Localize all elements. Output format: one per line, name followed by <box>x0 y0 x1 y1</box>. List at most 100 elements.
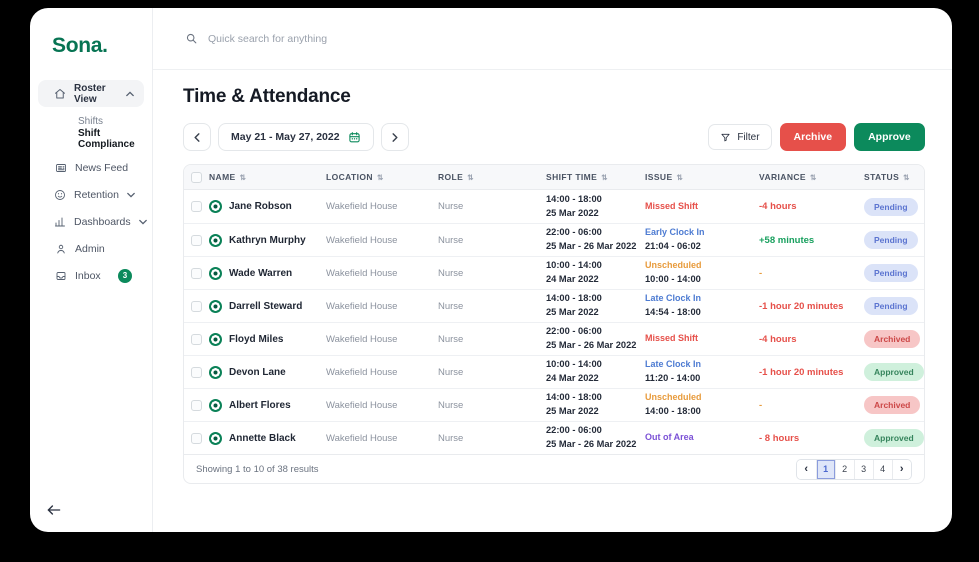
pagination-page[interactable]: 1 <box>815 459 835 479</box>
shift-time-cell: 22:00 - 06:00 25 Mar - 26 Mar 2022 <box>546 227 637 251</box>
employee-name: Wade Warren <box>229 267 293 279</box>
collapse-sidebar-button[interactable] <box>46 504 64 516</box>
funnel-icon <box>720 132 731 143</box>
row-checkbox[interactable] <box>191 333 202 345</box>
issue-cell: Out of Area <box>645 432 694 443</box>
archive-button[interactable]: Archive <box>779 123 847 151</box>
row-checkbox[interactable] <box>191 234 202 246</box>
row-checkbox[interactable] <box>191 432 202 444</box>
approve-button[interactable]: Approve <box>854 123 925 151</box>
status-badge: Approved <box>864 363 924 381</box>
sidebar: Sona. Roster View Shifts Shift Complianc… <box>30 8 152 532</box>
column-header[interactable]: LOCATION ⇅ <box>326 172 384 182</box>
location-cell: Wakefield House <box>326 300 398 312</box>
employee-name: Jane Robson <box>229 201 292 212</box>
search-input[interactable] <box>208 32 508 45</box>
role-cell: Nurse <box>438 366 464 378</box>
row-checkbox[interactable] <box>191 399 202 411</box>
status-badge: Pending <box>864 231 918 249</box>
sidebar-item-shifts[interactable]: Shifts <box>30 112 152 130</box>
row-checkbox[interactable] <box>191 300 202 312</box>
attendance-table: NAME ⇅ LOCATION ⇅ ROLE ⇅ SHIFT TIME ⇅ ISSUE ⇅ VARI… <box>183 164 925 484</box>
table-row[interactable]: Devon Lane Wakefield House Nurse 10:00 -… <box>184 355 924 388</box>
column-header[interactable]: STATUS ⇅ <box>864 172 910 182</box>
pagination-next[interactable]: › <box>891 459 911 479</box>
table-row[interactable]: Wade Warren Wakefield House Nurse 10:00 … <box>184 256 924 289</box>
pagination-page[interactable]: 4 <box>872 459 892 479</box>
status-badge: Archived <box>864 330 921 348</box>
sort-icon: ⇅ <box>676 172 684 182</box>
search-icon <box>185 32 198 45</box>
shift-time-cell: 22:00 - 06:00 25 Mar - 26 Mar 2022 <box>546 326 637 350</box>
variance-cell: -1 hour 20 minutes <box>759 300 844 312</box>
column-header[interactable]: ISSUE ⇅ <box>645 172 684 182</box>
page-title: Time & Attendance <box>183 86 351 107</box>
pagination-page[interactable]: 2 <box>834 459 854 479</box>
employee-name: Annette Black <box>229 432 296 444</box>
variance-cell: -4 hours <box>759 333 797 345</box>
chevron-down-icon <box>127 192 135 198</box>
sidebar-item-label: Shifts <box>78 115 104 127</box>
column-header[interactable]: VARIANCE ⇅ <box>759 172 817 182</box>
table-row[interactable]: Darrell Steward Wakefield House Nurse 14… <box>184 289 924 322</box>
pagination-page[interactable]: 3 <box>853 459 873 479</box>
issue-cell: Missed Shift <box>645 200 699 211</box>
employee-name: Albert Flores <box>229 399 291 411</box>
row-checkbox[interactable] <box>191 366 202 378</box>
employee-avatar <box>209 200 222 213</box>
variance-cell: - <box>759 267 763 279</box>
row-checkbox[interactable] <box>191 201 202 212</box>
sidebar-sublist: Shifts Shift Compliance <box>30 112 152 151</box>
inbox-icon <box>54 269 67 282</box>
sidebar-item-label: Dashboards <box>74 215 131 228</box>
employee-name: Devon Lane <box>229 366 286 378</box>
location-cell: Wakefield House <box>326 201 398 212</box>
filter-button[interactable]: Filter <box>708 124 772 150</box>
status-badge: Archived <box>864 396 921 414</box>
employee-avatar <box>209 233 222 247</box>
variance-cell: +58 minutes <box>759 234 815 246</box>
inbox-count-badge: 3 <box>118 268 132 283</box>
pagination-prev[interactable]: ‹ <box>796 459 816 479</box>
app-window: Sona. Roster View Shifts Shift Complianc… <box>30 8 952 532</box>
issue-cell: Late Clock In 11:20 - 14:00 <box>645 359 702 383</box>
sidebar-item-label: Shift Compliance <box>78 128 135 150</box>
sort-icon: ⇅ <box>809 172 817 182</box>
status-badge: Approved <box>864 429 924 447</box>
date-range-picker[interactable]: May 21 - May 27, 2022 <box>218 123 374 151</box>
table-header-row: NAME ⇅ LOCATION ⇅ ROLE ⇅ SHIFT TIME ⇅ ISSUE ⇅ VARI… <box>184 165 924 190</box>
table-row[interactable]: Albert Flores Wakefield House Nurse 14:0… <box>184 388 924 421</box>
employee-avatar <box>209 365 222 379</box>
sona-logo: Sona. <box>52 34 108 57</box>
employee-avatar <box>209 266 222 280</box>
prev-week-button[interactable] <box>183 123 211 151</box>
sidebar-item-dashboards[interactable]: Dashboards <box>38 208 147 235</box>
next-week-button[interactable] <box>380 123 409 151</box>
row-checkbox[interactable] <box>191 267 202 279</box>
sort-icon: ⇅ <box>467 172 474 182</box>
shift-time-cell: 14:00 - 18:00 25 Mar 2022 <box>546 293 602 317</box>
column-header[interactable]: NAME ⇅ <box>209 172 247 182</box>
location-cell: Wakefield House <box>326 399 398 411</box>
sidebar-item-label: News Feed <box>75 161 129 174</box>
status-badge: Pending <box>864 297 918 315</box>
location-cell: Wakefield House <box>326 267 398 279</box>
sidebar-item-news-feed[interactable]: News Feed <box>38 154 144 181</box>
column-header[interactable]: ROLE ⇅ <box>438 172 474 182</box>
news-feed-icon <box>54 161 67 174</box>
sidebar-item-admin[interactable]: Admin <box>38 235 144 262</box>
sidebar-item-retention[interactable]: Retention <box>38 181 144 208</box>
table-row[interactable]: Kathryn Murphy Wakefield House Nurse 22:… <box>184 223 924 256</box>
sidebar-item-shift-compliance[interactable]: Shift Compliance <box>30 128 152 150</box>
home-icon <box>54 87 66 100</box>
sidebar-item-roster-view[interactable]: Roster View <box>38 80 144 107</box>
sidebar-item-inbox[interactable]: Inbox 3 <box>38 262 144 289</box>
table-row[interactable]: Jane Robson Wakefield House Nurse 14:00 … <box>184 190 924 223</box>
issue-cell: Late Clock In 14:54 - 18:00 <box>645 293 702 317</box>
select-all-checkbox[interactable] <box>191 171 202 183</box>
table-row[interactable]: Annette Black Wakefield House Nurse 22:0… <box>184 421 924 454</box>
table-row[interactable]: Floyd Miles Wakefield House Nurse 22:00 … <box>184 322 924 355</box>
calendar-icon <box>348 131 361 144</box>
column-header[interactable]: SHIFT TIME ⇅ <box>546 172 608 182</box>
status-badge: Pending <box>864 264 918 282</box>
